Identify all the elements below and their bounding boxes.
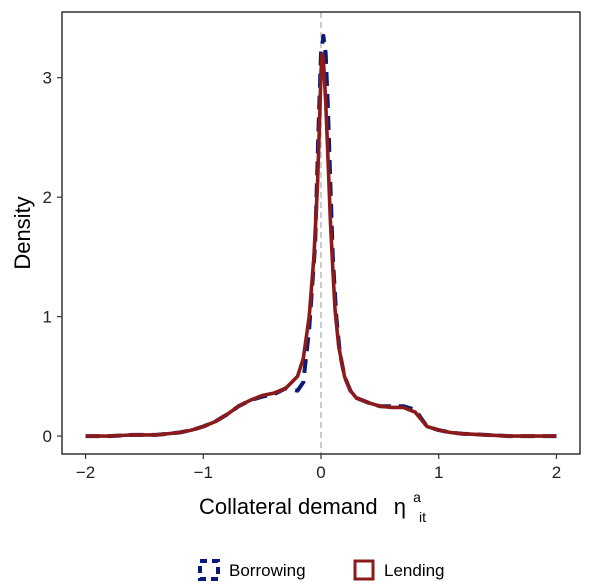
legend-key-borrowing xyxy=(198,559,220,581)
y-axis: 0 1 2 3 xyxy=(43,69,62,446)
x-axis-title-subscript: it xyxy=(419,509,426,525)
x-axis-title-symbol: η xyxy=(394,494,406,519)
series-layer xyxy=(85,33,557,439)
legend-label-borrowing: Borrowing xyxy=(229,561,306,580)
legend: Borrowing Lending xyxy=(198,559,445,581)
x-tick-label: 0 xyxy=(316,463,325,482)
x-tick-label: −1 xyxy=(194,463,213,482)
x-axis-title: Collateral demand η a it xyxy=(199,482,427,525)
legend-label-lending: Lending xyxy=(384,561,445,580)
x-tick-label: 1 xyxy=(434,463,443,482)
series-line-lending xyxy=(85,52,557,438)
legend-key-lending xyxy=(353,559,375,581)
y-tick-label: 3 xyxy=(43,69,52,88)
y-axis-title: Density xyxy=(10,196,35,269)
x-axis-title-superscript: a xyxy=(413,489,421,505)
x-tick-label: 2 xyxy=(552,463,561,482)
y-tick-label: 0 xyxy=(43,427,52,446)
x-axis: −2 −1 0 1 2 xyxy=(76,454,561,482)
y-tick-label: 1 xyxy=(43,308,52,327)
x-tick-label: −2 xyxy=(76,463,95,482)
plot-area xyxy=(61,11,581,455)
x-axis-title-text: Collateral demand xyxy=(199,494,378,519)
y-tick-label: 2 xyxy=(43,188,52,207)
